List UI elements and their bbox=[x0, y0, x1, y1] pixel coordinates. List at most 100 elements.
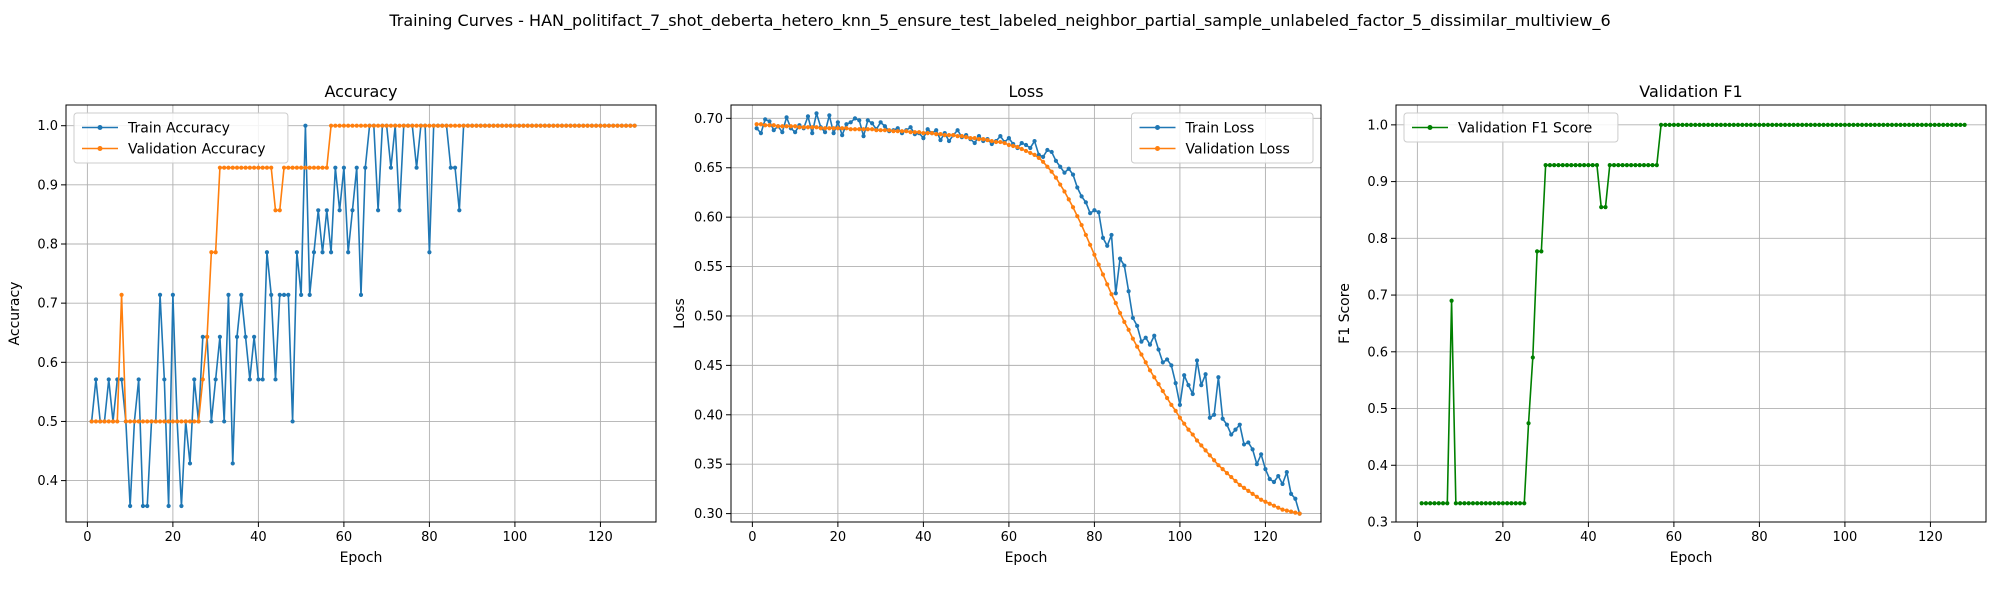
x-tick-label: 120 bbox=[1918, 530, 1943, 545]
data-point bbox=[844, 126, 849, 131]
data-point bbox=[388, 123, 394, 128]
data-point bbox=[810, 131, 815, 136]
data-point bbox=[179, 419, 184, 424]
data-point bbox=[1428, 501, 1433, 506]
data-point bbox=[1207, 453, 1212, 458]
data-point bbox=[1458, 501, 1463, 506]
x-tick-label: 100 bbox=[502, 530, 527, 545]
data-point bbox=[499, 123, 505, 128]
axes-frame bbox=[65, 104, 657, 523]
data-point bbox=[367, 123, 372, 128]
data-point bbox=[1139, 352, 1144, 357]
data-point bbox=[1284, 508, 1289, 513]
data-point bbox=[1160, 360, 1165, 365]
x-tick-label: 100 bbox=[1167, 530, 1192, 545]
data-point bbox=[200, 334, 205, 339]
data-point bbox=[495, 123, 500, 128]
data-point bbox=[1023, 142, 1029, 148]
y-axis-label: Loss bbox=[672, 298, 688, 329]
data-point bbox=[290, 419, 295, 424]
y-tick-label: 0.5 bbox=[37, 415, 58, 430]
data-point bbox=[1173, 408, 1178, 413]
data-point bbox=[874, 128, 879, 133]
data-point bbox=[1958, 122, 1963, 127]
legend-swatch-marker bbox=[1155, 146, 1160, 151]
data-point bbox=[1169, 363, 1174, 368]
data-point bbox=[508, 123, 513, 128]
data-point bbox=[1560, 163, 1565, 168]
data-point bbox=[1019, 140, 1024, 146]
data-point bbox=[1233, 427, 1238, 432]
data-point bbox=[1637, 163, 1642, 168]
data-point bbox=[908, 125, 913, 130]
data-point bbox=[281, 292, 287, 297]
legend-swatch-marker bbox=[1155, 125, 1160, 130]
data-point bbox=[1062, 189, 1067, 194]
data-point bbox=[882, 124, 888, 129]
data-point bbox=[444, 123, 449, 128]
data-point bbox=[801, 125, 806, 130]
data-point bbox=[1646, 163, 1651, 168]
data-point bbox=[405, 123, 411, 128]
x-axis-label: Epoch bbox=[1005, 550, 1048, 566]
data-point bbox=[904, 129, 909, 134]
data-point bbox=[115, 419, 120, 424]
legend: Train Accuracy Validation Accuracy bbox=[73, 112, 289, 164]
data-point bbox=[324, 165, 329, 170]
data-point bbox=[1898, 122, 1903, 127]
data-point bbox=[106, 419, 111, 424]
data-point bbox=[1186, 427, 1191, 432]
data-point bbox=[1449, 298, 1454, 303]
data-point bbox=[1590, 163, 1595, 168]
legend-swatch-marker bbox=[1427, 125, 1433, 130]
data-point bbox=[1735, 122, 1741, 127]
data-point bbox=[1620, 163, 1625, 168]
data-point bbox=[831, 131, 836, 136]
data-point bbox=[925, 127, 930, 132]
data-point bbox=[1466, 501, 1471, 506]
data-point bbox=[1280, 481, 1285, 487]
data-point bbox=[170, 292, 175, 297]
data-point bbox=[1821, 122, 1826, 127]
data-point bbox=[1556, 163, 1561, 168]
data-point bbox=[457, 208, 462, 213]
legend-entry: Validation Accuracy bbox=[128, 142, 266, 158]
data-point bbox=[1297, 511, 1302, 516]
y-tick-label: 0.5 bbox=[1367, 402, 1388, 417]
data-point bbox=[175, 419, 180, 424]
data-point bbox=[418, 123, 423, 128]
data-point bbox=[611, 123, 616, 128]
x-tick-label: 80 bbox=[1086, 530, 1103, 545]
data-point bbox=[1838, 122, 1843, 127]
data-point bbox=[1096, 210, 1101, 215]
data-point bbox=[1522, 501, 1527, 506]
data-point bbox=[350, 123, 355, 128]
legend-entry: Validation Loss bbox=[1186, 142, 1290, 158]
y-tick-label: 0.8 bbox=[1367, 232, 1388, 247]
x-tick-label: 60 bbox=[1001, 530, 1018, 545]
data-point bbox=[1032, 152, 1037, 157]
data-point bbox=[328, 250, 334, 255]
chart-title: Loss bbox=[1008, 82, 1043, 101]
data-point bbox=[998, 139, 1003, 145]
data-point bbox=[482, 123, 488, 128]
data-point bbox=[1194, 438, 1200, 443]
data-point bbox=[1547, 163, 1553, 168]
legend-box bbox=[1403, 112, 1619, 143]
data-point bbox=[1684, 122, 1689, 127]
data-point bbox=[946, 138, 952, 144]
data-point bbox=[226, 165, 231, 170]
data-point bbox=[119, 292, 124, 297]
x-tick-label: 80 bbox=[421, 530, 438, 545]
data-point bbox=[972, 136, 977, 141]
data-point bbox=[628, 123, 633, 128]
data-point bbox=[964, 135, 969, 140]
data-point bbox=[192, 377, 197, 382]
data-point bbox=[1177, 402, 1183, 407]
data-point bbox=[187, 419, 193, 424]
data-point bbox=[333, 165, 338, 170]
figure-suptitle: Training Curves - HAN_politifact_7_shot_… bbox=[388, 11, 1610, 31]
data-point bbox=[598, 123, 603, 128]
data-point bbox=[1641, 163, 1647, 168]
data-point bbox=[401, 123, 406, 128]
